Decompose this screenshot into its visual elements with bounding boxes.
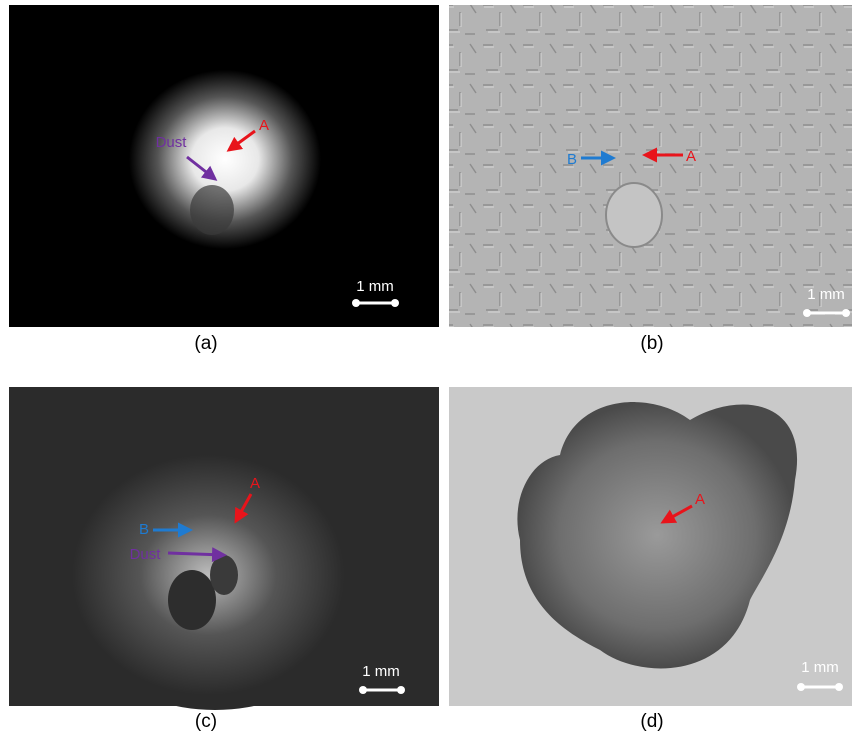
panel-c: A B Dust 1 mm (c) [9, 387, 439, 732]
scale-end [397, 686, 405, 694]
blob [210, 555, 238, 595]
annotation: B [139, 521, 149, 538]
panel-a: A Dust 1 mm (a) [9, 5, 439, 354]
annotation: B [567, 151, 577, 168]
scale-end [842, 309, 850, 317]
scale-end [391, 299, 399, 307]
arrow [168, 553, 224, 555]
scale-end [352, 299, 360, 307]
annotation: A [250, 475, 260, 492]
image [449, 5, 852, 327]
annotation: Dust [130, 546, 162, 563]
panel-b: B A 1 mm (b) [449, 5, 852, 354]
blob [168, 570, 216, 630]
caption: (d) [640, 711, 663, 732]
scale-label: 1 mm [801, 659, 839, 676]
scale-label: 1 mm [356, 278, 394, 295]
annotation: A [686, 148, 696, 165]
scale-end [797, 683, 805, 691]
scale-label: 1 mm [362, 663, 400, 680]
figure: A Dust 1 mm (a) B A 1 mm (b) A B Dust 1 … [0, 0, 852, 737]
caption: (a) [194, 333, 217, 354]
panel-d: A 1 mm (d) [449, 387, 852, 732]
scale-end [835, 683, 843, 691]
spot [190, 185, 234, 235]
scale-label: 1 mm [807, 286, 845, 303]
annotation: A [695, 491, 705, 508]
annotation: Dust [156, 134, 188, 151]
glow [75, 25, 375, 305]
caption: (c) [195, 711, 217, 732]
annotation: A [259, 117, 269, 134]
scale-end [803, 309, 811, 317]
scale-end [359, 686, 367, 694]
caption: (b) [640, 333, 663, 354]
blob [606, 183, 662, 247]
